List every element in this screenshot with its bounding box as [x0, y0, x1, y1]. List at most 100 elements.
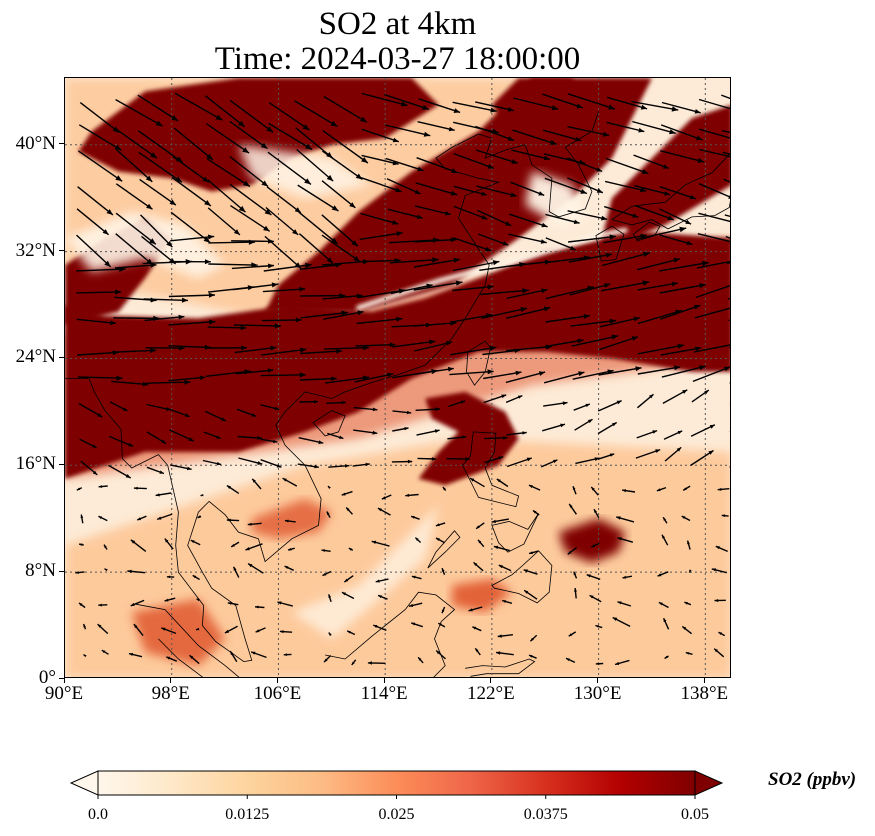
wind-arrow: [657, 571, 669, 577]
wind-arrow: [361, 92, 408, 107]
wind-arrow: [565, 657, 576, 664]
wind-arrow: [358, 258, 401, 263]
wind-arrow: [283, 653, 292, 656]
wind-arrow: [250, 651, 267, 659]
wind-arrow: [601, 251, 651, 267]
wind-arrow: [568, 234, 617, 243]
wind-arrow: [523, 589, 538, 600]
wind-arrow: [390, 257, 439, 264]
so2-plume-west: [65, 231, 730, 479]
wind-arrow: [351, 659, 357, 666]
wind-arrow: [268, 122, 313, 151]
wind-arrow: [355, 342, 396, 348]
lat-tick-mark: [59, 677, 64, 679]
wind-arrow: [506, 306, 551, 319]
wind-arrow: [543, 401, 568, 407]
wind-arrow: [236, 408, 257, 418]
wind-arrow: [261, 317, 302, 323]
wind-arrow: [234, 345, 277, 354]
wind-arrow: [414, 237, 457, 243]
wind-arrow: [78, 402, 103, 418]
wind-arrow: [279, 630, 293, 634]
wind-arrow: [263, 262, 312, 272]
wind-arrow: [469, 477, 485, 488]
wind-arrow: [266, 186, 302, 214]
wind-arrow: [636, 226, 687, 240]
wind-arrow: [415, 182, 458, 196]
wind-arrow: [97, 623, 109, 635]
wind-arrow: [621, 489, 636, 493]
so2-plume-mongolia: [78, 78, 439, 192]
lon-tick-label: 114°E: [360, 683, 408, 704]
wind-arrow: [237, 435, 263, 440]
coast-honshu: [611, 153, 730, 230]
wind-arrow: [502, 599, 513, 604]
wind-arrow: [411, 575, 422, 580]
wind-arrow: [659, 234, 693, 246]
wind-arrow: [658, 601, 669, 609]
wind-arrow: [544, 177, 588, 195]
lat-tick-label: 0°: [38, 667, 56, 688]
wind-arrow: [614, 659, 630, 666]
wind-arrow: [661, 101, 701, 114]
wind-arrow: [528, 654, 537, 659]
wind-arrow: [512, 129, 557, 145]
colorbar: [69, 770, 724, 799]
coast-mindanao: [491, 550, 553, 604]
wind-arrow: [164, 538, 174, 550]
wind-arrow: [77, 186, 114, 216]
wind-arrow: [484, 436, 508, 440]
wind-arrow: [663, 430, 683, 440]
wind-arrow: [229, 156, 269, 188]
wind-arrow: [260, 459, 282, 468]
wind-arrow: [76, 208, 110, 236]
wind-arrow: [387, 208, 423, 219]
wind-arrow: [321, 234, 361, 263]
wind-arrow: [206, 345, 248, 351]
coast-palawan: [427, 530, 461, 569]
wind-arrow: [356, 316, 403, 325]
wind-arrow: [229, 650, 238, 663]
wind-arrow: [133, 486, 147, 490]
wind-arrow: [371, 540, 390, 547]
colorbar-tick-label: 0.05: [681, 806, 709, 823]
wind-arrow: [447, 435, 467, 440]
wind-arrow: [408, 602, 423, 607]
wind-arrow: [694, 307, 730, 319]
wind-arrow: [146, 466, 165, 475]
lon-tick-label: 122°E: [467, 683, 515, 704]
wind-arrow: [254, 605, 265, 609]
wind-arrow: [496, 651, 514, 656]
wind-arrow: [174, 92, 223, 121]
wind-arrow: [473, 561, 484, 572]
wind-arrow: [361, 128, 400, 143]
wind-arrow: [146, 379, 191, 385]
wind-arrow: [484, 456, 504, 464]
so2-plume-taiwan-tongue: [418, 391, 519, 486]
wind-arrow: [448, 400, 466, 407]
wind-arrow: [346, 630, 356, 636]
wind-arrow: [168, 408, 190, 418]
wind-arrow: [729, 382, 730, 384]
wind-arrow: [475, 101, 514, 112]
wind-arrow: [659, 208, 692, 225]
wind-arrow: [255, 627, 266, 633]
coast-hainan: [312, 410, 346, 437]
wind-arrow: [327, 432, 344, 440]
wind-arrow: [637, 365, 681, 375]
wind-arrow: [699, 128, 730, 139]
wind-arrow: [381, 494, 392, 500]
wind-arrow: [133, 623, 144, 637]
wind-arrow: [593, 508, 600, 518]
colorbar-tick-label: 0.025: [378, 806, 415, 823]
wind-arrow: [130, 539, 147, 552]
wind-arrow: [567, 547, 578, 555]
wind-arrow: [505, 371, 546, 384]
wind-arrow: [441, 606, 446, 614]
wind-arrow: [695, 285, 730, 299]
wind-arrow: [140, 214, 173, 248]
wind-arrow: [698, 212, 730, 223]
wind-arrow: [636, 393, 654, 409]
wind-arrow: [168, 375, 206, 382]
wind-arrow: [637, 343, 685, 355]
